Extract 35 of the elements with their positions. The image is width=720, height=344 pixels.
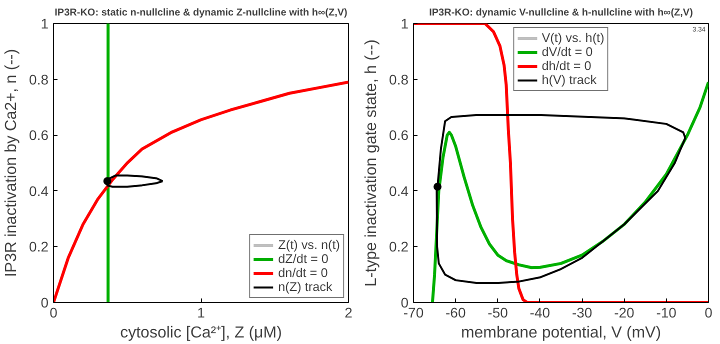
x-axis-title: membrane potential, V (mV) — [460, 324, 662, 342]
y-tick-label: 0.6 — [389, 127, 409, 144]
x-tick-label: -50 — [488, 304, 508, 320]
y-tick-label: 0.4 — [389, 182, 409, 199]
x-tick-label: -20 — [614, 304, 635, 320]
x-tick-label: -10 — [656, 304, 677, 320]
y-tick-label: 0.2 — [389, 238, 409, 255]
y-tick-label: 0.6 — [29, 127, 49, 144]
y-tick-label: 0.4 — [29, 182, 49, 199]
x-tick-label: 1 — [197, 304, 206, 320]
x-tick-label: -60 — [446, 304, 466, 320]
x-tick-label: -40 — [530, 304, 550, 320]
legend-label: Z(t) vs. n(t) — [278, 238, 340, 252]
legend-label: h(V) track — [542, 73, 597, 87]
y-tick-label: 0 — [400, 294, 409, 310]
y-tick-label: 0 — [40, 294, 49, 310]
legend-label: dV/dt = 0 — [542, 45, 593, 59]
y-tick-label: 0.8 — [29, 71, 49, 88]
y-tick-label: 1 — [400, 16, 409, 32]
chart-title: IP3R-KO: static n-nullcline & dynamic Z-nullcline with h∞(Z,V) — [54, 8, 348, 18]
y-tick-label: 1 — [40, 16, 49, 32]
legend-label: V(t) vs. h(t) — [542, 31, 604, 45]
legend-label: dZ/dt = 0 — [278, 252, 328, 266]
x-tick-label: 0 — [704, 304, 713, 320]
y-tick-label: 0.2 — [29, 238, 49, 255]
y-axis-title: L-type inactivation gate state, h (--) — [363, 39, 380, 287]
legend-label: dn/dt = 0 — [278, 266, 328, 280]
x-axis-title: cytosolic [Ca²⁺], Z (μM) — [120, 324, 282, 342]
legend-label: dh/dt = 0 — [542, 59, 592, 73]
y-tick-label: 0.8 — [389, 71, 409, 88]
x-tick-label: -30 — [572, 304, 592, 320]
x-tick-label: 2 — [344, 304, 353, 320]
y-axis-title: IP3R inactivation by Ca2+, n (--) — [3, 48, 20, 278]
chart-title: IP3R-KO: dynamic V-nullcline & h-nullcline with h∞(Z,V) — [429, 8, 693, 18]
legend-label: n(Z) track — [278, 280, 332, 294]
